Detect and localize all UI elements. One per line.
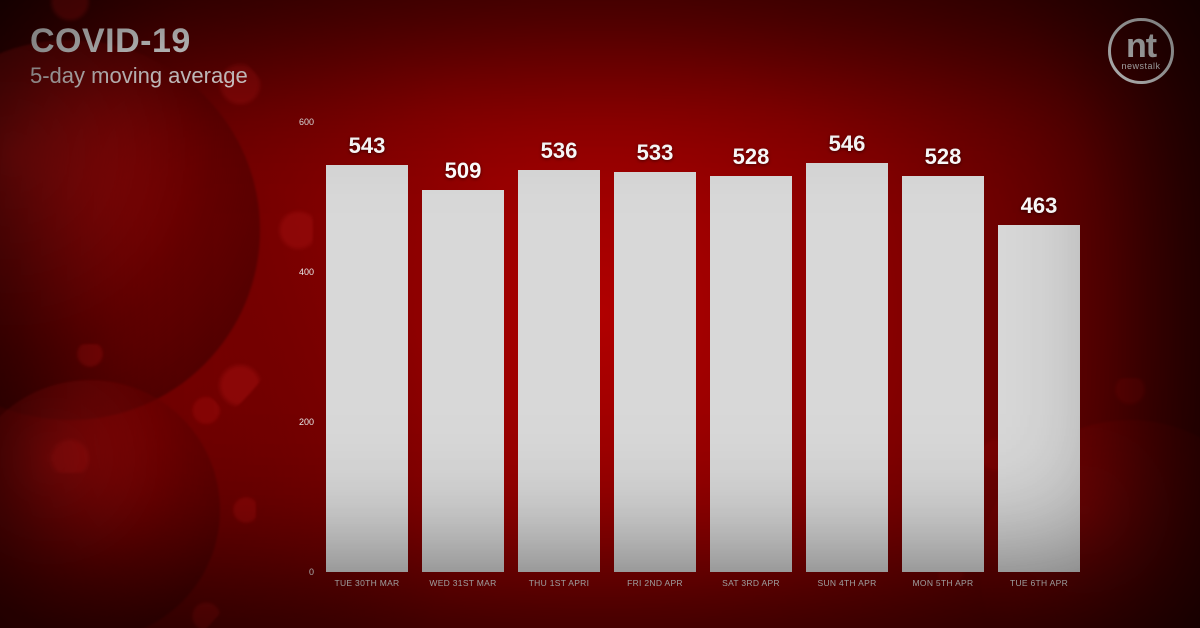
bar-column: 463 xyxy=(998,122,1080,572)
y-tick-label: 400 xyxy=(288,267,314,277)
y-tick-label: 200 xyxy=(288,417,314,427)
bar-value-label: 463 xyxy=(1021,193,1058,219)
newstalk-logo: nt newstalk xyxy=(1108,18,1174,84)
bar-value-label: 528 xyxy=(733,144,770,170)
page-title: COVID-19 xyxy=(30,22,248,61)
bar-column: 546 xyxy=(806,122,888,572)
bar-value-label: 533 xyxy=(637,140,674,166)
page-subtitle: 5-day moving average xyxy=(30,63,248,89)
bar xyxy=(998,225,1080,572)
virus-decoration xyxy=(0,380,220,628)
bar-value-label: 543 xyxy=(349,133,386,159)
bar xyxy=(326,165,408,572)
header: COVID-19 5-day moving average xyxy=(30,22,248,89)
bar xyxy=(614,172,696,572)
bar-chart: 543509536533528546528463 0200400600 TUE … xyxy=(288,122,1088,602)
x-tick-label: TUE 30TH MAR xyxy=(326,572,408,602)
y-tick-label: 0 xyxy=(288,567,314,577)
logo-text: nt xyxy=(1111,29,1171,63)
bar xyxy=(710,176,792,572)
x-tick-label: WED 31ST MAR xyxy=(422,572,504,602)
bar-value-label: 509 xyxy=(445,158,482,184)
bar-column: 533 xyxy=(614,122,696,572)
logo-subtext: newstalk xyxy=(1111,61,1171,71)
x-axis-labels: TUE 30TH MAR WED 31ST MAR THU 1ST APRI FRI … xyxy=(318,572,1088,602)
x-tick-label: THU 1ST APRI xyxy=(518,572,600,602)
bars-container: 543 509 536 533 528 546 528 463 xyxy=(318,122,1088,572)
bar-value-label: 528 xyxy=(925,144,962,170)
bar-column: 509 xyxy=(422,122,504,572)
plot-area: 543509536533528546528463 0200400600 xyxy=(318,122,1088,572)
bar-value-label: 546 xyxy=(829,131,866,157)
bar xyxy=(902,176,984,572)
x-tick-label: SAT 3RD APR xyxy=(710,572,792,602)
x-tick-label: FRI 2ND APR xyxy=(614,572,696,602)
bar-column: 528 xyxy=(902,122,984,572)
bar xyxy=(422,190,504,572)
bar-column: 543 xyxy=(326,122,408,572)
x-tick-label: MON 5TH APR xyxy=(902,572,984,602)
infographic-canvas: COVID-19 5-day moving average nt newstal… xyxy=(0,0,1200,628)
bar xyxy=(806,163,888,573)
x-tick-label: TUE 6TH APR xyxy=(998,572,1080,602)
bar-column: 536 xyxy=(518,122,600,572)
bar-column: 528 xyxy=(710,122,792,572)
bar-value-label: 536 xyxy=(541,138,578,164)
x-tick-label: SUN 4TH APR xyxy=(806,572,888,602)
y-tick-label: 600 xyxy=(288,117,314,127)
bar xyxy=(518,170,600,572)
